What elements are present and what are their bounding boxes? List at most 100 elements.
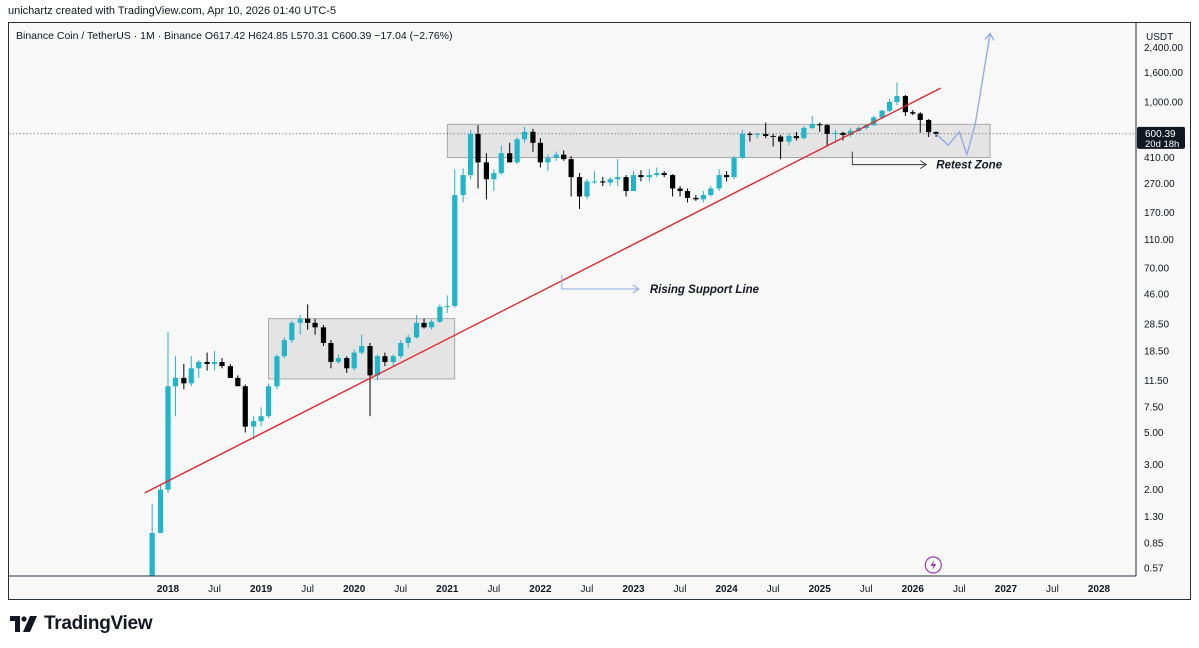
candle-body: [328, 343, 334, 362]
chart-panel[interactable]: [8, 22, 1191, 600]
candle-body: [351, 352, 357, 369]
legend-low: L570.31: [290, 30, 329, 42]
candle-body: [847, 130, 854, 135]
support-label-arrowhead: [632, 284, 640, 294]
candle-body: [724, 175, 730, 178]
candle-body: [204, 361, 210, 364]
candle-body: [638, 175, 644, 178]
candle-body: [149, 532, 155, 576]
retest-label-arrowhead: [920, 160, 928, 169]
retest-label: Retest Zone: [936, 160, 1002, 172]
candle-body: [483, 162, 490, 180]
candle-body: [871, 117, 877, 126]
candle-body: [677, 188, 683, 192]
y-tick-label: 110.00: [1144, 235, 1174, 246]
candle-body: [530, 131, 536, 143]
price-chart[interactable]: Rising Support Line Retest Zone USDT2,400…: [0, 0, 1199, 600]
last-price-value: 600.39: [1145, 129, 1176, 140]
candle-body: [265, 386, 272, 417]
x-tick-label: Jul: [581, 584, 594, 595]
candle-body: [584, 181, 590, 197]
candle-body: [553, 154, 559, 158]
tradingview-wordmark: TradingView: [44, 613, 153, 634]
retest-zone: [446, 123, 991, 159]
candle-body: [561, 154, 567, 160]
tradingview-logo-icon: [10, 616, 37, 632]
y-tick-label: 70.00: [1144, 263, 1169, 274]
candle-body: [390, 356, 396, 362]
candle-body: [297, 318, 303, 323]
x-tick-label: Jul: [301, 584, 314, 595]
candle-body: [801, 127, 807, 139]
candle-body: [933, 132, 939, 134]
candle-body: [661, 173, 667, 176]
legend-high: H624.85: [248, 30, 288, 42]
candle-body: [219, 361, 225, 367]
x-tick-label: Jul: [487, 584, 500, 595]
candle-body: [824, 125, 830, 134]
candle-body: [576, 177, 583, 197]
candle-body: [227, 366, 233, 378]
ohlc-legend: Binance Coin / TetherUS · 1M · Binance O…: [16, 30, 453, 42]
candle-body: [832, 132, 839, 134]
candle-body: [840, 132, 846, 135]
candle-body: [700, 195, 706, 200]
tradingview-logo: TradingView: [10, 612, 153, 636]
projection-path: [935, 33, 991, 157]
candle-body: [817, 124, 823, 126]
candle-body: [211, 361, 218, 364]
candle-body: [886, 102, 893, 111]
x-tick-label: 2025: [809, 584, 832, 595]
candle-body: [654, 173, 660, 176]
y-tick-label: 410.00: [1144, 153, 1175, 164]
candle-body: [289, 322, 295, 341]
y-tick-label: 46.00: [1144, 290, 1169, 301]
candle-body: [879, 110, 885, 118]
legend-open: O617.42: [204, 30, 246, 42]
candle-body: [763, 133, 769, 136]
y-tick-label: 2,400.00: [1144, 43, 1183, 54]
candle-body: [491, 173, 497, 180]
candle-body: [335, 358, 341, 362]
y-tick-label: 18.50: [1144, 346, 1169, 357]
candle-body: [398, 343, 404, 357]
candle-body: [165, 386, 171, 490]
rising-support-line: [144, 87, 942, 494]
x-tick-label: 2022: [529, 584, 552, 595]
candle-body: [568, 159, 574, 178]
candle-body: [894, 96, 900, 102]
candle-body: [305, 318, 311, 323]
x-tick-label: 2018: [157, 584, 180, 595]
candle-body: [413, 322, 420, 338]
x-tick-label: 2024: [715, 584, 738, 595]
x-tick-label: Jul: [1046, 584, 1059, 595]
candle-body: [716, 175, 722, 189]
candle-body: [809, 124, 815, 128]
candle-body: [374, 356, 381, 376]
x-tick-label: 2019: [250, 584, 273, 595]
last-price-badge: [1137, 126, 1185, 149]
candle-body: [460, 175, 466, 196]
candle-body: [770, 135, 776, 137]
legend-change: −17.04 (−2.76%): [374, 30, 453, 42]
y-tick-label: 7.50: [1144, 403, 1164, 414]
x-tick-label: Jul: [767, 584, 780, 595]
candle-body: [926, 119, 932, 133]
candle-body: [917, 113, 923, 120]
x-tick-label: Jul: [860, 584, 873, 595]
x-tick-label: Jul: [953, 584, 966, 595]
candle-body: [196, 361, 202, 369]
candle-body: [754, 133, 760, 135]
candle-body: [359, 346, 365, 353]
y-tick-label: 28.50: [1144, 319, 1169, 330]
currency-label: USDT: [1146, 32, 1173, 43]
legend-close: C600.39: [331, 30, 372, 42]
candle-body: [545, 157, 551, 163]
candle-body: [607, 179, 613, 183]
candle-body: [786, 135, 792, 142]
x-tick-label: Jul: [394, 584, 407, 595]
y-tick-label: 11.50: [1144, 376, 1169, 387]
y-tick-label: 1.30: [1144, 512, 1164, 523]
candle-body: [910, 112, 916, 114]
candle-body: [382, 356, 388, 362]
